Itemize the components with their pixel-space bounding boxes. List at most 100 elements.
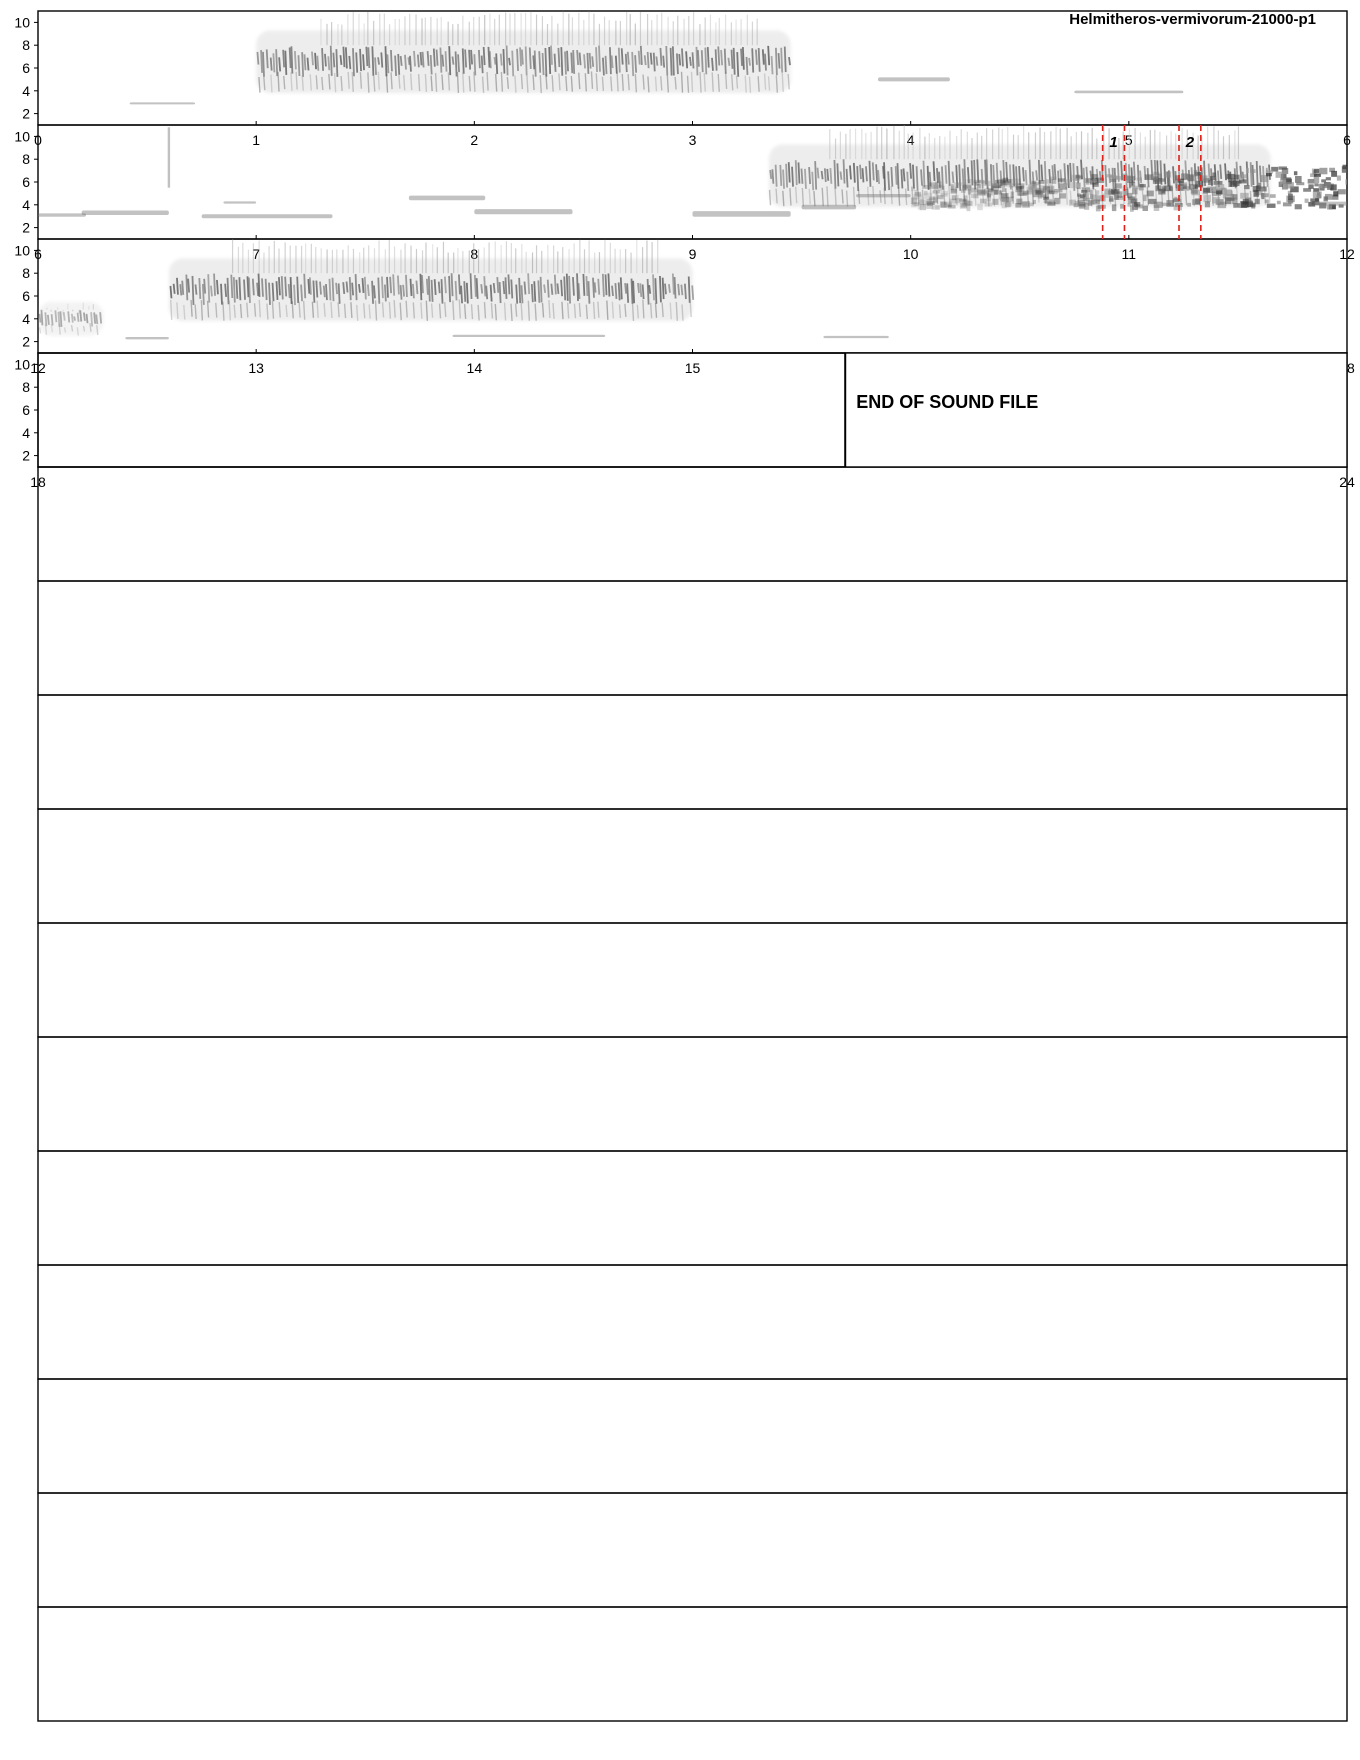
noise-blob	[1078, 195, 1086, 200]
song-streak	[541, 52, 545, 76]
x-tick-label: 24	[1339, 474, 1355, 490]
song-streak	[1053, 163, 1057, 180]
song-streak	[890, 166, 894, 187]
song-streak	[477, 49, 481, 69]
row-frame	[37, 1492, 1348, 1608]
song-streak	[537, 280, 541, 303]
song-streak	[548, 46, 552, 74]
noise-blob	[1269, 194, 1276, 198]
song-streak	[614, 55, 618, 74]
song-streak	[696, 49, 700, 67]
song-streak	[361, 277, 365, 293]
song-streak	[609, 47, 612, 75]
song-streak	[821, 187, 824, 207]
song-streak	[1076, 166, 1080, 184]
song-streak	[323, 303, 326, 317]
noise-blob	[1082, 193, 1087, 197]
song-streak	[614, 282, 618, 300]
song-streak	[659, 47, 663, 66]
noise-blob	[1091, 174, 1098, 181]
song-streak	[519, 47, 522, 67]
song-streak	[981, 185, 985, 204]
noise-blob	[1328, 204, 1336, 210]
song-streak	[1255, 160, 1259, 190]
noise-blob	[979, 191, 986, 196]
noise-blob	[919, 203, 927, 211]
noise-blob	[1216, 190, 1223, 195]
song-streak	[999, 189, 1003, 206]
noise-blob	[1081, 187, 1090, 193]
noise-streak	[201, 214, 333, 219]
song-streak	[751, 48, 755, 73]
song-streak	[630, 278, 634, 304]
song-streak	[339, 55, 343, 65]
song-streak	[955, 186, 958, 206]
song-streak	[797, 162, 801, 184]
song-streak	[269, 57, 273, 71]
noise-blob	[1077, 193, 1081, 197]
x-tick-label: 11	[1122, 246, 1137, 262]
song-streak	[333, 72, 337, 93]
x-tick-label: 13	[248, 360, 264, 376]
noise-blob	[1017, 198, 1021, 205]
song-streak	[598, 45, 601, 72]
noise-blob	[991, 182, 1000, 189]
song-streak	[626, 283, 630, 303]
song-streak	[329, 45, 333, 76]
noise-blob	[1285, 178, 1292, 184]
noise-blob	[1212, 172, 1216, 177]
song-streak	[495, 53, 499, 75]
song-streak	[621, 73, 624, 91]
noise-blob	[920, 199, 924, 205]
song-streak	[1239, 165, 1243, 179]
song-streak	[690, 71, 694, 93]
noise-blob	[987, 193, 991, 198]
song-streak	[590, 71, 594, 89]
song-streak	[861, 168, 865, 183]
song-streak	[992, 187, 996, 207]
noise-blob	[1232, 197, 1238, 204]
song-streak	[494, 303, 498, 321]
noise-blob	[1295, 175, 1302, 183]
noise-blob	[913, 193, 923, 200]
song-streak	[904, 188, 908, 206]
y-tick-label: 8	[22, 37, 30, 53]
song-streak	[995, 162, 999, 184]
song-streak	[251, 278, 255, 296]
song-streak	[270, 74, 273, 93]
noise-blob	[1048, 176, 1056, 180]
noise-blob	[1053, 188, 1063, 193]
noise-blob	[1324, 182, 1332, 189]
noise-blob	[1092, 194, 1098, 201]
noise-blob	[1285, 182, 1294, 189]
song-streak	[890, 186, 893, 205]
noise-blob	[976, 189, 986, 196]
y-tick-label: 6	[22, 60, 30, 76]
song-streak	[409, 278, 413, 297]
song-streak	[902, 168, 906, 182]
song-streak	[545, 73, 548, 90]
song-streak	[222, 301, 225, 321]
row-frame	[37, 1606, 1348, 1722]
song-streak	[543, 284, 547, 293]
noise-blob	[951, 195, 957, 201]
noise-streak	[801, 204, 857, 210]
noise-blob	[1077, 200, 1086, 206]
song-streak	[447, 72, 451, 91]
song-streak	[417, 74, 421, 92]
noise-blob	[1304, 198, 1309, 203]
y-tick-label: 10	[14, 242, 30, 258]
noise-blob	[1007, 179, 1012, 184]
song-streak	[606, 300, 609, 320]
song-streak	[917, 190, 920, 205]
noise-blob	[1108, 198, 1114, 202]
song-streak	[1005, 161, 1009, 182]
song-streak	[403, 75, 406, 91]
noise-blob	[992, 198, 999, 205]
song-streak	[691, 285, 695, 300]
noise-blob	[961, 185, 967, 191]
noise-blob	[1091, 199, 1100, 205]
song-streak	[841, 189, 844, 204]
song-streak	[290, 46, 294, 74]
song-streak	[407, 57, 411, 66]
